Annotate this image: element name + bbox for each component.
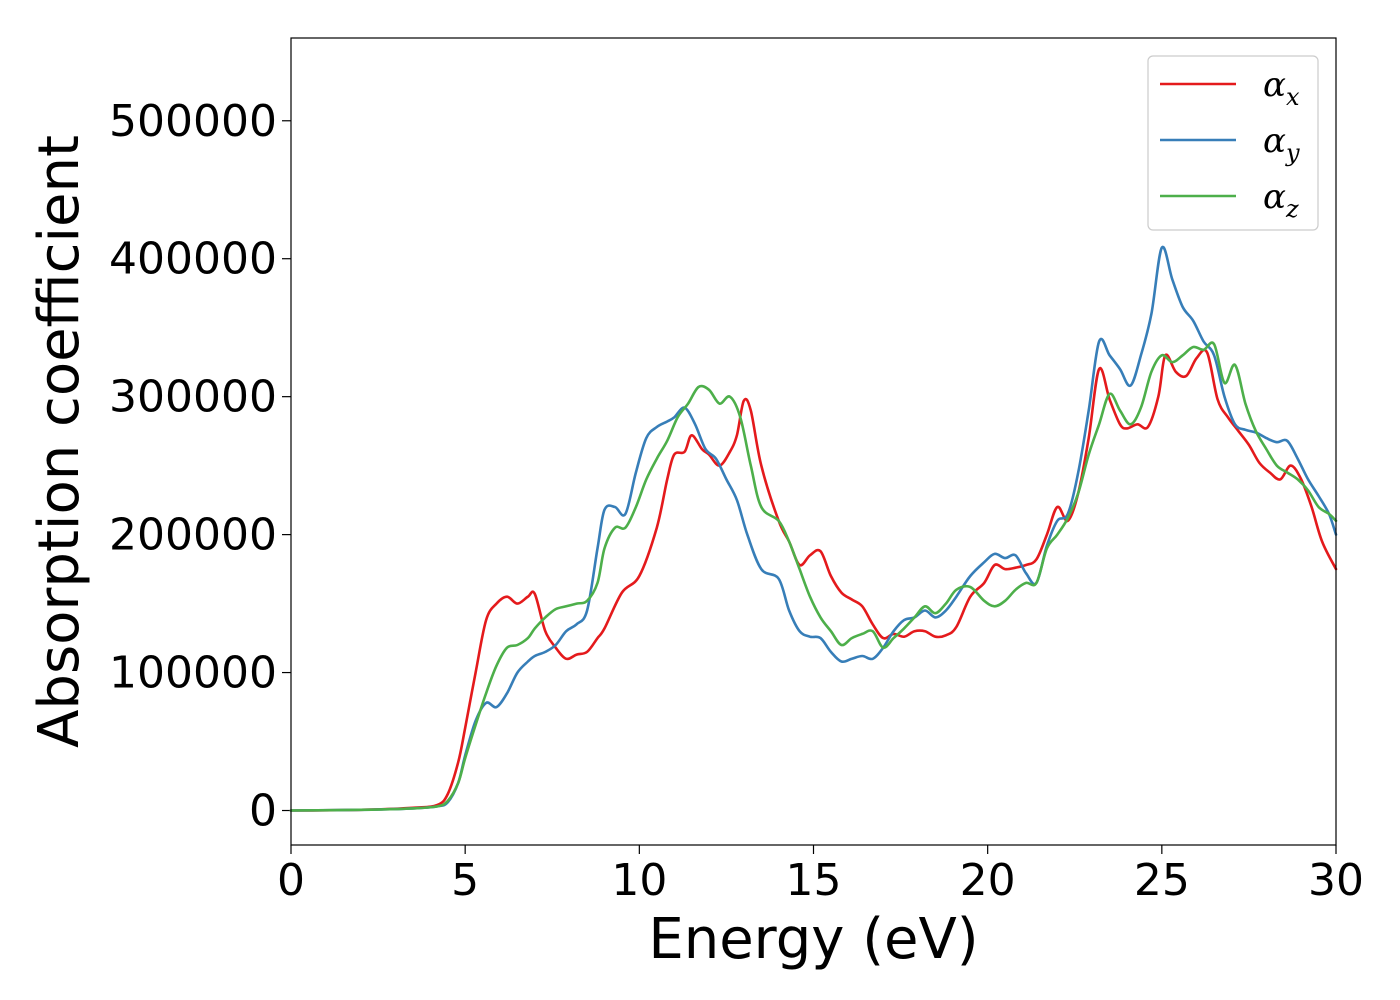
legend-label-subscript: z: [1285, 195, 1299, 223]
x-tick-label: 30: [1308, 855, 1364, 906]
legend-label-y: αy: [1263, 121, 1300, 167]
y-axis-ticks: 0 100000 200000 300000 400000 500000: [109, 96, 291, 837]
legend-box: [1147, 55, 1319, 231]
y-tick-label: 400000: [109, 234, 277, 285]
legend-label-base: α: [1263, 177, 1286, 217]
y-tick-label: 200000: [109, 510, 277, 561]
legend-label-x: αx: [1263, 65, 1300, 111]
legend-label-subscript: x: [1286, 83, 1300, 111]
y-tick-label: 500000: [109, 96, 277, 147]
legend-label-subscript: y: [1285, 139, 1300, 167]
x-axis-ticks: 0 5 10 15 20 25 30: [277, 845, 1364, 906]
legend-label-base: α: [1263, 65, 1286, 105]
x-tick-label: 25: [1134, 855, 1190, 906]
legend-label-base: α: [1263, 121, 1286, 161]
y-axis-title: Absorption coefficient: [27, 135, 92, 748]
series-line-z: [289, 341, 1338, 812]
x-tick-label: 10: [611, 855, 667, 906]
series-lines: [289, 245, 1338, 812]
series-line-x: [289, 348, 1338, 812]
y-tick-label: 0: [249, 786, 277, 837]
series-line-y: [289, 245, 1338, 812]
legend-label-z: αz: [1263, 177, 1299, 223]
y-tick-label: 300000: [109, 372, 277, 423]
x-tick-label: 0: [277, 855, 305, 906]
plot-frame: [290, 37, 1337, 846]
x-tick-label: 5: [451, 855, 479, 906]
y-tick-label: 100000: [109, 648, 277, 699]
x-tick-label: 15: [786, 855, 842, 906]
x-tick-label: 20: [960, 855, 1016, 906]
x-axis-title: Energy (eV): [648, 907, 978, 972]
